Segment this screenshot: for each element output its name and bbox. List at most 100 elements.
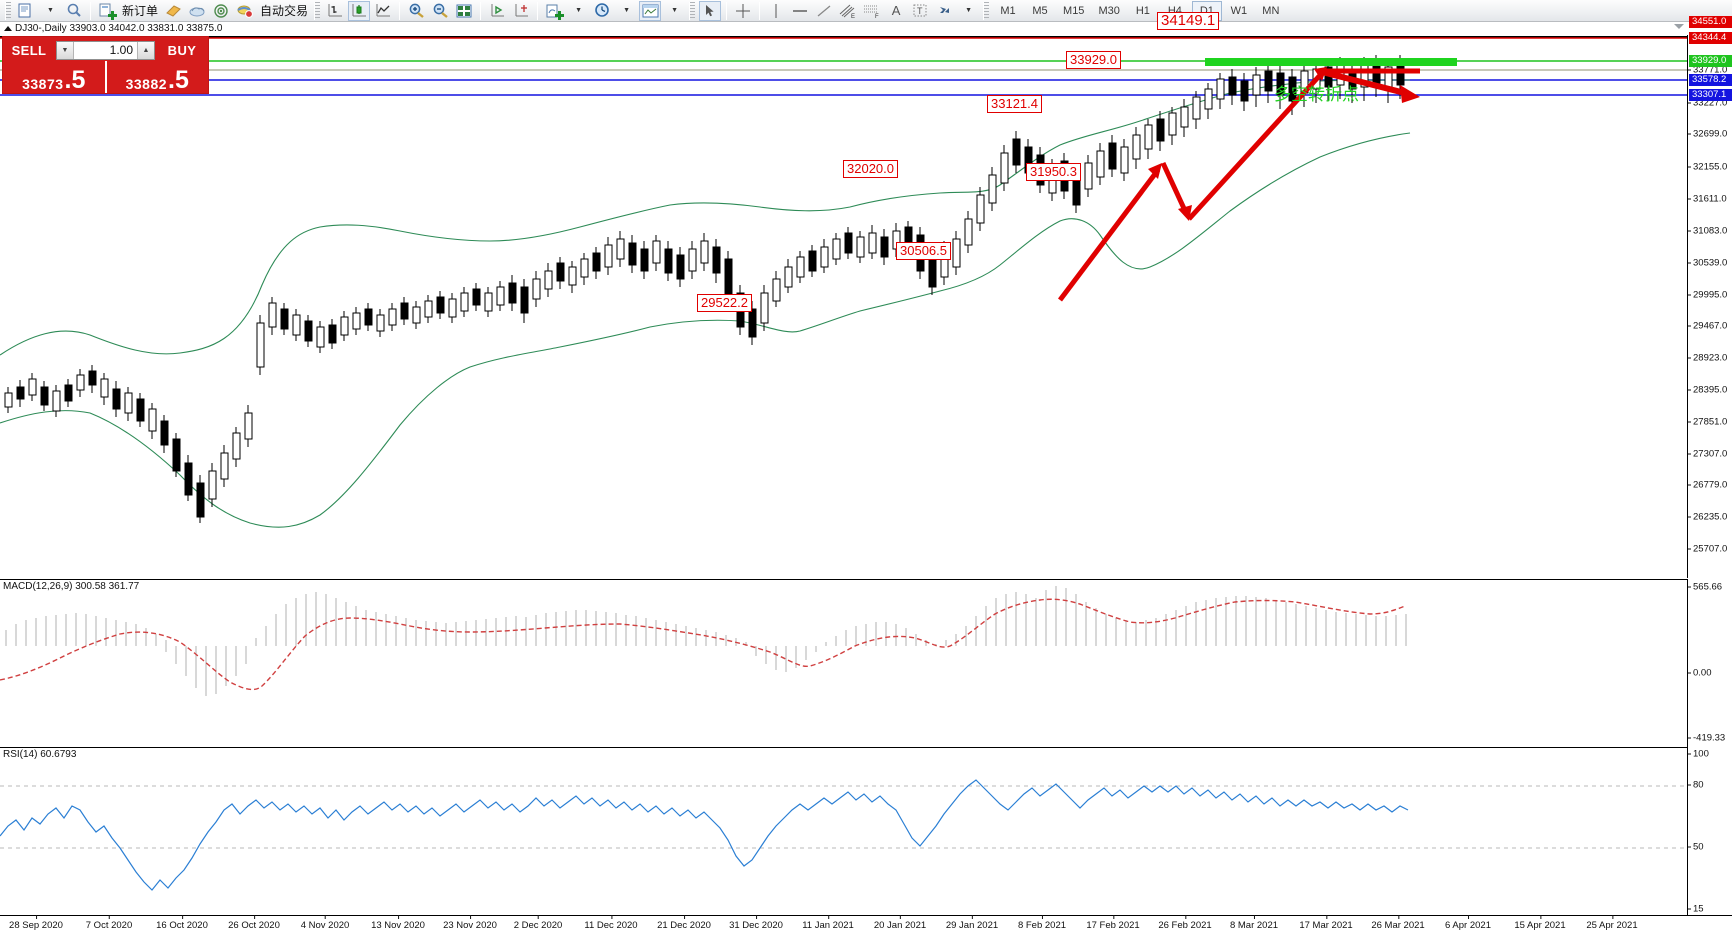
text-icon[interactable]: A	[891, 3, 901, 18]
toolbar-grip[interactable]	[5, 1, 11, 20]
price-tick-26235: 26235.0	[1688, 512, 1727, 523]
time-label-19: 26 Mar 2021	[1371, 915, 1425, 931]
candlestick-chart-icon[interactable]	[348, 0, 371, 21]
line-chart-icon[interactable]	[372, 1, 394, 21]
time-label-11: 11 Jan 2021	[802, 915, 854, 931]
timeframe-m1[interactable]: M1	[1000, 4, 1016, 17]
level-tag-33929: 33929.0	[1689, 55, 1732, 67]
rsi-tick-100: 100	[1688, 749, 1709, 760]
macd-label: MACD(12,26,9) 300.58 361.77	[3, 581, 140, 592]
time-label-2: 16 Oct 2020	[156, 915, 208, 931]
indicators-icon[interactable]	[543, 1, 565, 21]
auto-scroll-icon[interactable]	[486, 1, 508, 21]
horizontal-line-icon[interactable]	[789, 1, 811, 21]
indicators-dropdown-icon[interactable]: ▼	[575, 7, 582, 14]
support-zone	[1205, 58, 1457, 66]
zoom-in-icon[interactable]	[405, 1, 427, 21]
chart-collapse-icon[interactable]	[4, 26, 12, 31]
rsi-axis-scale[interactable]: 100 80 50 15	[1687, 747, 1732, 915]
text-label-icon[interactable]: T	[909, 1, 931, 21]
profiles-icon[interactable]	[63, 1, 85, 21]
volume-down-button[interactable]: ▼	[57, 41, 74, 59]
price-tick-29467: 29467.0	[1688, 321, 1727, 332]
shapes-dropdown-icon[interactable]: ▼	[965, 7, 972, 14]
volume-up-button[interactable]: ▲	[137, 41, 154, 59]
rsi-indicator-pane[interactable]: RSI(14) 60.6793	[0, 747, 1687, 915]
level-tag-34344: 34344.4	[1689, 32, 1732, 44]
price-tick-32155: 32155.0	[1688, 162, 1727, 173]
timeframe-mn[interactable]: MN	[1262, 4, 1280, 17]
timeframe-m30[interactable]: M30	[1098, 4, 1120, 17]
time-label-12: 20 Jan 2021	[873, 915, 927, 931]
label-34149[interactable]: 34149.1	[1157, 12, 1220, 30]
macd-indicator-pane[interactable]: MACD(12,26,9) 300.58 361.77	[0, 579, 1687, 747]
chart-dropdown-icon[interactable]: ▼	[47, 7, 54, 14]
toolbar-grip-3[interactable]	[689, 1, 696, 20]
rsi-tick-80: 80	[1688, 780, 1704, 791]
time-axis[interactable]: 28 Sep 2020 7 Oct 2020 16 Oct 2020 26 Oc…	[0, 915, 1732, 940]
new-chart-icon[interactable]	[15, 1, 37, 21]
time-label-16: 26 Feb 2021	[1158, 915, 1212, 931]
price-tick-28923: 28923.0	[1688, 353, 1727, 364]
label-33929[interactable]: 33929.0	[1066, 51, 1121, 69]
vertical-line-icon[interactable]	[765, 1, 787, 21]
new-order-icon[interactable]	[96, 1, 118, 21]
macd-axis-scale[interactable]: 565.66 0.00 -419.33	[1687, 579, 1732, 747]
price-chart-pane[interactable]	[0, 35, 1687, 578]
timeframe-m5[interactable]: M5	[1032, 4, 1048, 17]
sell-button[interactable]: SELL	[11, 42, 47, 58]
autotrading-icon[interactable]	[234, 1, 256, 21]
timeframe-h1[interactable]: H1	[1135, 4, 1150, 17]
volume-stepper[interactable]: ▼ 1.00 ▲	[56, 40, 155, 60]
equidistant-channel-icon[interactable]: E	[837, 1, 859, 21]
zoom-out-icon[interactable]	[429, 1, 451, 21]
label-30506[interactable]: 30506.5	[896, 242, 951, 260]
time-label-13: 29 Jan 2021	[945, 915, 999, 931]
new-order-label[interactable]: 新订单	[122, 4, 159, 18]
buy-button[interactable]: BUY	[167, 42, 197, 58]
bar-chart-icon[interactable]	[324, 1, 346, 21]
metaeditor-icon[interactable]	[162, 1, 184, 21]
trade-panel-controls: SELL ▼ 1.00 ▲ BUY	[3, 37, 208, 61]
scroll-down-indicator-icon[interactable]	[1674, 24, 1684, 29]
price-tick-27851: 27851.0	[1688, 417, 1727, 428]
sell-price[interactable]: 33873 .5	[3, 61, 107, 93]
chinese-annotation-note[interactable]: 多空转折点	[1274, 85, 1359, 105]
volume-input[interactable]: 1.00	[109, 42, 133, 57]
autotrading-label[interactable]: 自动交易	[260, 4, 309, 18]
label-32020[interactable]: 32020.0	[843, 160, 898, 178]
one-click-trading-panel[interactable]: SELL ▼ 1.00 ▲ BUY 33873 .5 33882 .5	[2, 36, 209, 94]
period-dropdown-icon[interactable]: ▼	[623, 7, 630, 14]
price-tick-33227: 33227.0	[1688, 98, 1727, 109]
buy-price[interactable]: 33882 .5	[107, 61, 209, 93]
time-label-18: 17 Mar 2021	[1299, 915, 1353, 931]
rsi-label: RSI(14) 60.6793	[3, 749, 77, 760]
crosshair-icon[interactable]	[732, 1, 754, 21]
time-label-1: 7 Oct 2020	[85, 915, 133, 931]
timeframe-w1[interactable]: W1	[1230, 4, 1248, 17]
shapes-icon[interactable]	[933, 1, 955, 21]
fibonacci-retracement-icon[interactable]: F	[861, 1, 883, 21]
templates-dropdown-icon[interactable]: ▼	[671, 7, 678, 14]
tile-windows-icon[interactable]	[453, 1, 475, 21]
rsi-tick-15: 15	[1688, 904, 1704, 915]
market-watch-icon[interactable]	[186, 1, 208, 21]
toolbar-separator-5	[537, 1, 539, 20]
macd-tick-zero: 0.00	[1688, 668, 1712, 679]
templates-icon[interactable]	[639, 0, 662, 21]
trendline-icon[interactable]	[813, 1, 835, 21]
price-tick-25707: 25707.0	[1688, 544, 1727, 555]
navigator-icon[interactable]	[210, 1, 232, 21]
period-clock-icon[interactable]	[591, 1, 613, 21]
svg-text:E: E	[851, 14, 855, 19]
timeframe-m15[interactable]: M15	[1063, 4, 1085, 17]
chart-shift-icon[interactable]	[510, 1, 532, 21]
toolbar-grip-4[interactable]	[983, 1, 990, 20]
price-axis-scale[interactable]: 34551.0 34344.4 33929.0 33771.0 33578.2 …	[1687, 16, 1732, 578]
label-31950[interactable]: 31950.3	[1026, 163, 1081, 181]
toolbar-grip-2[interactable]	[314, 1, 321, 20]
cursor-icon[interactable]	[699, 0, 722, 21]
label-29522[interactable]: 29522.2	[697, 294, 752, 312]
toolbar-separator-3	[399, 1, 401, 20]
label-33121[interactable]: 33121.4	[987, 95, 1042, 113]
